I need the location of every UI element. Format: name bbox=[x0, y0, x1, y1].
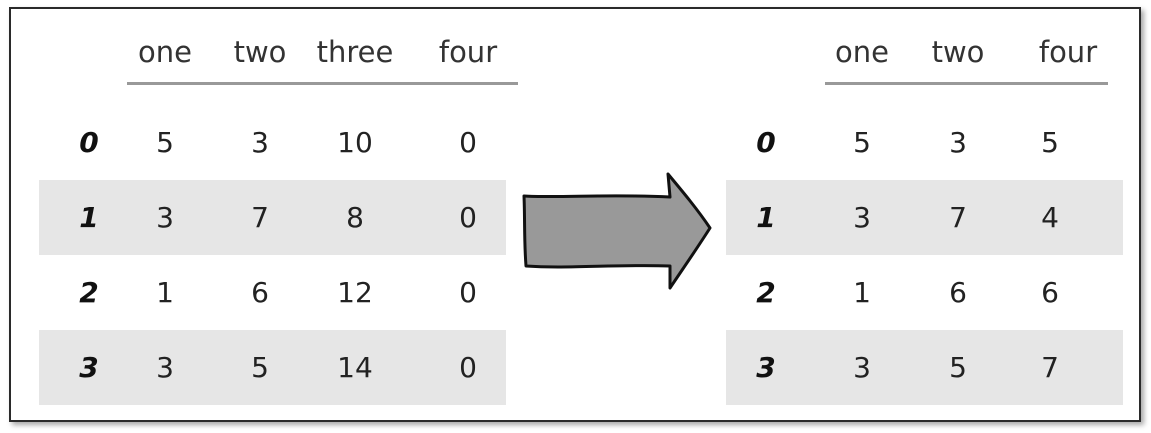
right-cell: 5 bbox=[1041, 126, 1059, 159]
right-cell: 6 bbox=[949, 276, 967, 309]
right-cell: 7 bbox=[1041, 351, 1059, 384]
left-row-2: 2 1 6 12 0 bbox=[39, 255, 506, 330]
left-row-1: 1 3 7 8 0 bbox=[39, 180, 506, 255]
left-cell: 5 bbox=[251, 351, 269, 384]
left-header-one: one bbox=[138, 35, 192, 69]
left-header-rule bbox=[127, 82, 518, 85]
left-header-four: four bbox=[438, 35, 498, 69]
left-cell: 0 bbox=[459, 351, 477, 384]
right-row-index: 3 bbox=[756, 351, 776, 384]
left-cell: 0 bbox=[459, 201, 477, 234]
right-row-index: 1 bbox=[756, 201, 776, 234]
right-cell: 4 bbox=[1041, 201, 1059, 234]
right-cell: 3 bbox=[949, 126, 967, 159]
right-row-index: 0 bbox=[756, 126, 776, 159]
left-row-0: 0 5 3 10 0 bbox=[39, 105, 506, 180]
left-row-index: 3 bbox=[79, 351, 99, 384]
left-cell: 14 bbox=[337, 351, 373, 384]
left-cell: 1 bbox=[156, 276, 174, 309]
right-cell: 1 bbox=[853, 276, 871, 309]
right-cell: 3 bbox=[853, 351, 871, 384]
arrow-shape bbox=[522, 172, 712, 290]
left-cell: 10 bbox=[337, 126, 373, 159]
right-cell: 5 bbox=[853, 126, 871, 159]
left-row-index: 2 bbox=[79, 276, 99, 309]
left-cell: 3 bbox=[156, 351, 174, 384]
right-row-3: 3 3 5 7 bbox=[726, 330, 1123, 405]
left-cell: 5 bbox=[156, 126, 174, 159]
left-cell: 0 bbox=[459, 126, 477, 159]
right-header-two: two bbox=[931, 35, 985, 69]
left-row-index: 1 bbox=[79, 201, 99, 234]
right-header-one: one bbox=[835, 35, 889, 69]
left-row-3: 3 3 5 14 0 bbox=[39, 330, 506, 405]
left-header-three: three bbox=[316, 35, 394, 69]
left-cell: 6 bbox=[251, 276, 269, 309]
left-row-index: 0 bbox=[79, 126, 99, 159]
left-cell: 3 bbox=[156, 201, 174, 234]
right-row-index: 2 bbox=[756, 276, 776, 309]
right-header-four: four bbox=[1038, 35, 1098, 69]
right-row-0: 0 5 3 5 bbox=[726, 105, 1123, 180]
right-row-2: 2 1 6 6 bbox=[726, 255, 1123, 330]
left-cell: 8 bbox=[346, 201, 364, 234]
left-header-two: two bbox=[233, 35, 287, 69]
right-row-1: 1 3 7 4 bbox=[726, 180, 1123, 255]
left-cell: 0 bbox=[459, 276, 477, 309]
left-cell: 3 bbox=[251, 126, 269, 159]
left-cell: 7 bbox=[251, 201, 269, 234]
right-cell: 5 bbox=[949, 351, 967, 384]
right-header-rule bbox=[825, 82, 1108, 85]
left-cell: 12 bbox=[337, 276, 373, 309]
right-arrow-icon bbox=[522, 172, 712, 290]
right-cell: 6 bbox=[1041, 276, 1059, 309]
right-cell: 3 bbox=[853, 201, 871, 234]
right-cell: 7 bbox=[949, 201, 967, 234]
